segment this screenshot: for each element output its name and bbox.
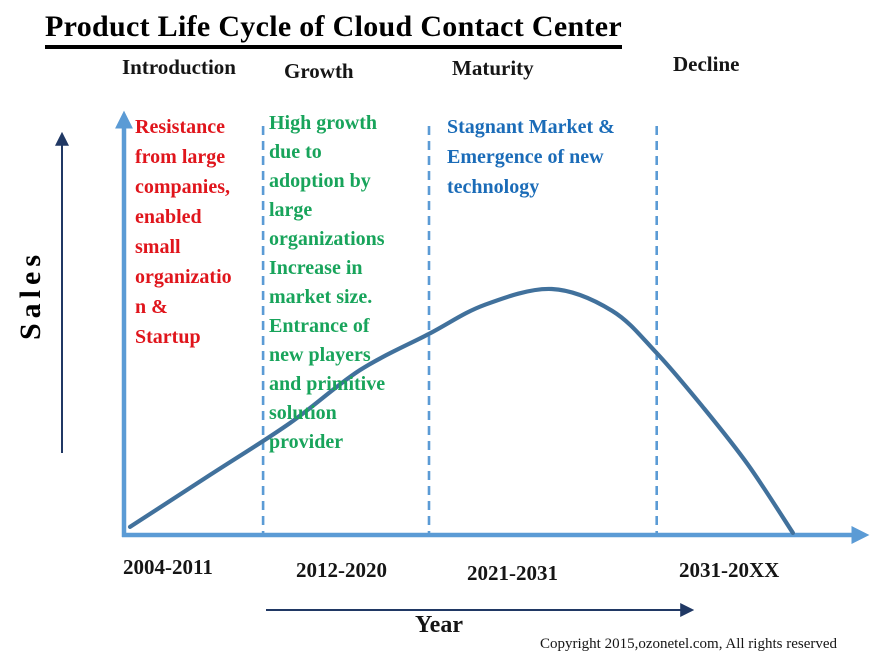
x-axis-label: Year [415, 612, 463, 638]
phase-label-introduction: Introduction [122, 55, 236, 79]
lifecycle-curve [127, 286, 795, 535]
copyright-text: Copyright 2015,ozonetel.com, All rights … [540, 636, 838, 652]
x-tick-decline: 2031-20XX [679, 558, 780, 582]
introduction-annotation: Resistance from large companies, enabled… [135, 116, 232, 348]
x-tick-maturity: 2021-2031 [467, 561, 558, 585]
page-title: Product Life Cycle of Cloud Contact Cent… [45, 10, 622, 49]
x-tick-introduction: 2004-2011 [123, 555, 213, 579]
phase-label-growth: Growth [284, 59, 354, 83]
maturity-annotation: Stagnant Market & Emergence of new techn… [447, 116, 615, 198]
phase-boundary-lines [261, 126, 659, 534]
phase-label-maturity: Maturity [452, 56, 534, 80]
phase-label-decline: Decline [673, 52, 740, 76]
growth-annotation: High growth due to adoption by large org… [269, 112, 386, 453]
x-tick-growth: 2012-2020 [296, 558, 387, 582]
